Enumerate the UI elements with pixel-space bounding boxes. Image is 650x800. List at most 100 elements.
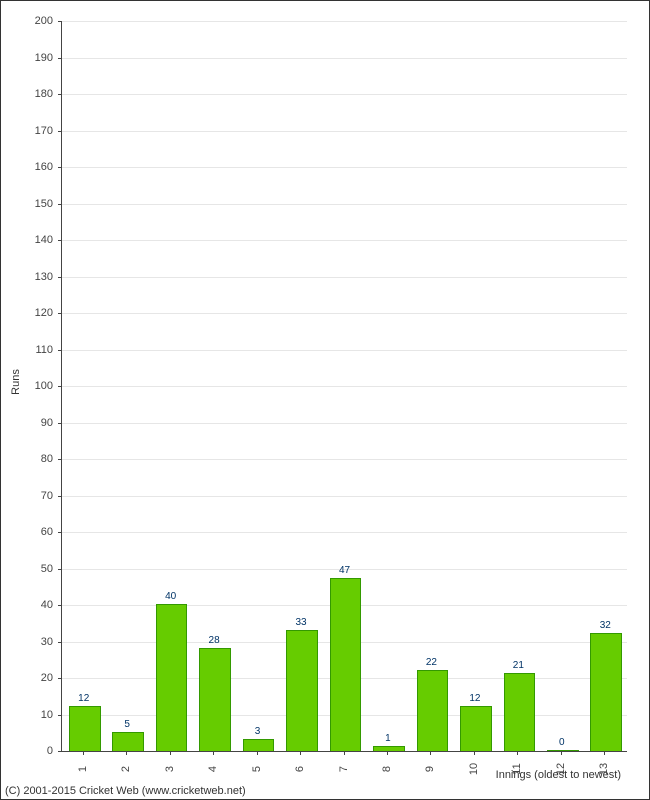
xtick-mark: [257, 751, 258, 755]
ytick-mark: [58, 21, 62, 22]
bar-value-label: 0: [547, 737, 577, 748]
bar: [504, 673, 536, 751]
bar-value-label: 1: [373, 733, 403, 744]
ytick-label: 180: [13, 88, 53, 100]
ytick-mark: [58, 751, 62, 752]
xtick-label: 3: [164, 766, 176, 772]
ytick-label: 0: [13, 745, 53, 757]
bar-value-label: 32: [590, 620, 620, 631]
bar: [112, 732, 144, 751]
bar-value-label: 3: [243, 726, 273, 737]
ytick-mark: [58, 678, 62, 679]
ytick-mark: [58, 350, 62, 351]
grid-line: [62, 204, 627, 205]
grid-line: [62, 532, 627, 533]
grid-line: [62, 459, 627, 460]
ytick-mark: [58, 532, 62, 533]
xtick-label: 13: [598, 763, 610, 775]
ytick-label: 40: [13, 599, 53, 611]
ytick-mark: [58, 240, 62, 241]
xtick-label: 8: [381, 766, 393, 772]
ytick-label: 50: [13, 563, 53, 575]
bar-value-label: 47: [330, 565, 360, 576]
ytick-label: 60: [13, 526, 53, 538]
ytick-label: 110: [13, 344, 53, 356]
xtick-label: 10: [468, 763, 480, 775]
bar: [330, 578, 362, 751]
ytick-mark: [58, 496, 62, 497]
ytick-label: 30: [13, 636, 53, 648]
ytick-mark: [58, 423, 62, 424]
xtick-label: 9: [424, 766, 436, 772]
bar: [243, 739, 275, 751]
xtick-mark: [474, 751, 475, 755]
ytick-mark: [58, 459, 62, 460]
ytick-mark: [58, 386, 62, 387]
chart-frame: 1254028333471221221032 Runs Innings (old…: [0, 0, 650, 800]
ytick-label: 140: [13, 234, 53, 246]
grid-line: [62, 94, 627, 95]
ytick-mark: [58, 642, 62, 643]
grid-line: [62, 386, 627, 387]
bar: [460, 706, 492, 751]
ytick-label: 20: [13, 672, 53, 684]
ytick-mark: [58, 715, 62, 716]
xtick-mark: [387, 751, 388, 755]
xtick-mark: [213, 751, 214, 755]
xtick-label: 4: [207, 766, 219, 772]
ytick-label: 120: [13, 307, 53, 319]
ytick-mark: [58, 204, 62, 205]
copyright-text: (C) 2001-2015 Cricket Web (www.cricketwe…: [5, 785, 246, 797]
xtick-mark: [561, 751, 562, 755]
xtick-mark: [517, 751, 518, 755]
bar-value-label: 28: [199, 635, 229, 646]
ytick-label: 160: [13, 161, 53, 173]
bar: [156, 604, 188, 751]
ytick-label: 90: [13, 417, 53, 429]
grid-line: [62, 240, 627, 241]
bar: [590, 633, 622, 751]
xtick-label: 5: [251, 766, 263, 772]
bar: [373, 746, 405, 751]
bar-value-label: 40: [156, 591, 186, 602]
ytick-label: 80: [13, 453, 53, 465]
ytick-mark: [58, 569, 62, 570]
bar: [199, 648, 231, 751]
plot-area: 1254028333471221221032: [61, 21, 627, 752]
xtick-mark: [344, 751, 345, 755]
bar-value-label: 5: [112, 719, 142, 730]
bar: [547, 750, 579, 751]
xtick-label: 12: [555, 763, 567, 775]
bar-value-label: 33: [286, 617, 316, 628]
grid-line: [62, 167, 627, 168]
ytick-mark: [58, 313, 62, 314]
ytick-mark: [58, 58, 62, 59]
xtick-mark: [83, 751, 84, 755]
grid-line: [62, 496, 627, 497]
ytick-label: 100: [13, 380, 53, 392]
grid-line: [62, 313, 627, 314]
bar: [69, 706, 101, 751]
ytick-mark: [58, 605, 62, 606]
xtick-label: 1: [77, 766, 89, 772]
ytick-label: 150: [13, 198, 53, 210]
xtick-mark: [170, 751, 171, 755]
xtick-label: 2: [120, 766, 132, 772]
ytick-mark: [58, 277, 62, 278]
xtick-label: 7: [338, 766, 350, 772]
xtick-mark: [300, 751, 301, 755]
grid-line: [62, 277, 627, 278]
grid-line: [62, 21, 627, 22]
ytick-mark: [58, 131, 62, 132]
grid-line: [62, 58, 627, 59]
xtick-mark: [126, 751, 127, 755]
grid-line: [62, 423, 627, 424]
ytick-label: 170: [13, 125, 53, 137]
bar-value-label: 12: [460, 693, 490, 704]
ytick-mark: [58, 167, 62, 168]
ytick-label: 130: [13, 271, 53, 283]
xtick-label: 11: [511, 763, 523, 774]
xtick-mark: [604, 751, 605, 755]
xtick-mark: [430, 751, 431, 755]
grid-line: [62, 131, 627, 132]
